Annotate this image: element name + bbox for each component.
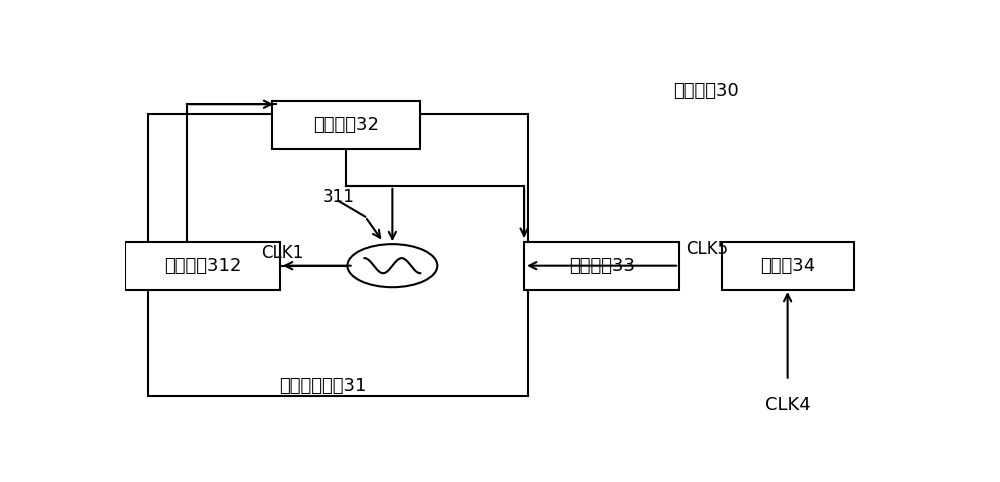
Circle shape [347, 244, 437, 287]
Text: CLK1: CLK1 [261, 244, 303, 262]
Text: 电源电路32: 电源电路32 [313, 116, 379, 134]
Bar [148, 113, 528, 396]
Bar [524, 241, 679, 290]
Text: 运算系统30: 运算系统30 [673, 82, 739, 100]
Text: 调控电路312: 调控电路312 [164, 257, 241, 275]
Text: 311: 311 [323, 188, 354, 206]
Bar [722, 241, 854, 290]
Bar [125, 241, 280, 290]
Bar [272, 101, 420, 149]
Text: CLK4: CLK4 [765, 396, 810, 414]
Text: 锁相环34: 锁相环34 [760, 257, 815, 275]
Text: CLK5: CLK5 [686, 240, 728, 258]
Text: 电压调节电路31: 电压调节电路31 [279, 377, 366, 395]
Text: 逻辑电路33: 逻辑电路33 [569, 257, 635, 275]
